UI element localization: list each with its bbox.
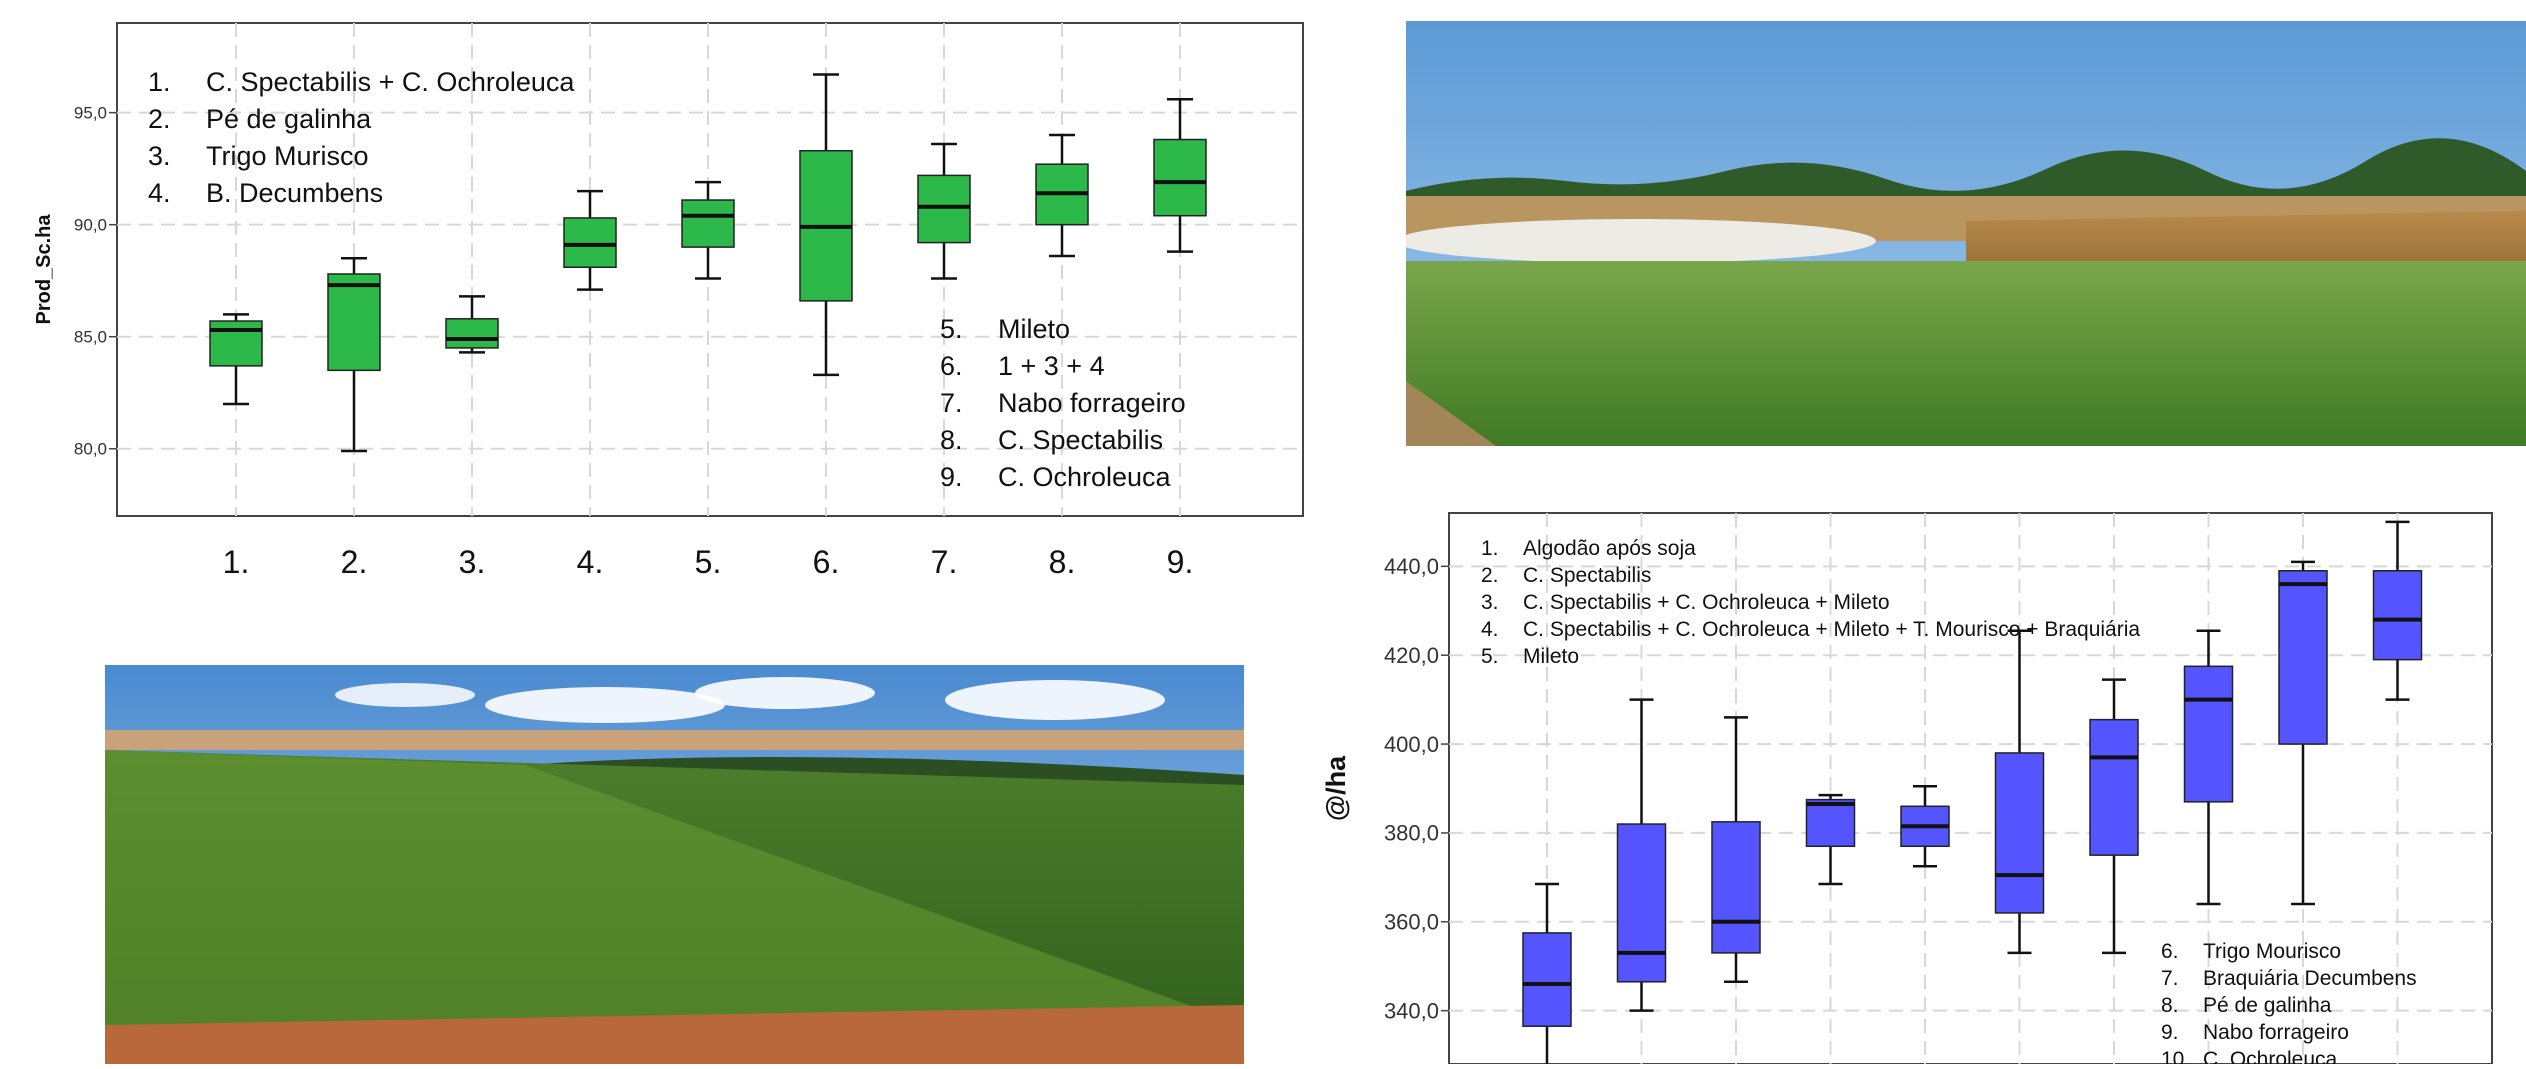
box: [2183, 665, 2234, 803]
x-category-label: 2.: [341, 544, 368, 580]
y-tick-label: 440,0: [1384, 554, 1439, 579]
y-tick-label: 380,0: [1384, 821, 1439, 846]
box: [445, 318, 499, 349]
legend-top-item-number: 3.: [148, 141, 171, 171]
chart-2-panel: 340,0 360,0 380,0 400,0 420,0 440,0 @/ha 1. Algo…: [1320, 500, 2526, 1069]
legend-top-item-label: C. Spectabilis + C. Ochroleuca + Mileto …: [1523, 618, 2140, 641]
legend-top-item-label: B. Decumbens: [206, 178, 383, 208]
legend-bottom-item-label: Nabo forrageiro: [2203, 1021, 2349, 1044]
y-tick-label: 360,0: [1384, 910, 1439, 935]
cotton-field-image: [1406, 21, 2526, 446]
legend-top-item-number: 2.: [1481, 564, 1499, 587]
legend-bottom-item-number: 7.: [940, 388, 963, 418]
legend-top-item-label: Algodão após soja: [1523, 537, 1696, 560]
box: [2278, 570, 2328, 745]
y-tick-label: 80,0: [74, 440, 107, 459]
box: [2089, 718, 2139, 856]
legend-top-item-label: C. Spectabilis + C. Ochroleuca: [206, 67, 575, 97]
legend-bottom-item-label: Braquiária Decumbens: [2203, 967, 2417, 990]
legend-top-item-label: Trigo Murisco: [206, 141, 369, 171]
legend-top-item-number: 3.: [1481, 591, 1499, 614]
x-category-label: 1.: [223, 544, 250, 580]
chart-1-svg: 80,0 85,0 90,0 95,0 Prod_Sc.ha 1. 2. 3. 4. 5. 6. 7.…: [33, 22, 1304, 580]
plot-frame: [116, 22, 1304, 517]
x-category-label: 3.: [459, 544, 486, 580]
legend-bottom-item-number: 10.: [2161, 1048, 2190, 1064]
chart-1-panel: 80,0 85,0 90,0 95,0 Prod_Sc.ha 1. 2. 3. 4. 5. 6. 7.…: [0, 0, 1320, 600]
box: [1805, 798, 1856, 848]
photo-soybean-field: [105, 665, 1244, 1064]
box: [1522, 932, 1572, 1027]
x-category-label: 7.: [931, 544, 958, 580]
box: [563, 217, 617, 269]
legend-bottom-item-number: 7.: [2161, 967, 2179, 990]
y-axis-label: @/ha: [1321, 755, 1351, 821]
box: [681, 199, 735, 248]
y-tick-label: 90,0: [74, 216, 107, 235]
legend-bottom-item-label: C. Ochroleuca: [2203, 1048, 2338, 1064]
legend-bottom-item-number: 5.: [940, 314, 963, 344]
legend-bottom-item-label: 1 + 3 + 4: [998, 351, 1105, 381]
legend-top-item-label: Pé de galinha: [206, 104, 372, 134]
y-tick-label: 85,0: [74, 328, 107, 347]
box: [1153, 138, 1207, 217]
legend-bottom-item-number: 9.: [940, 462, 963, 492]
legend-bottom-item-number: 8.: [940, 425, 963, 455]
box: [917, 174, 971, 244]
legend-bottom-item-label: C. Ochroleuca: [998, 462, 1172, 492]
chart-2-svg: 340,0 360,0 380,0 400,0 420,0 440,0 @/ha 1. Algo…: [1321, 512, 2493, 1069]
y-tick-label: 95,0: [74, 104, 107, 123]
legend-top-item-number: 1.: [1481, 537, 1499, 560]
legend-top-item-number: 1.: [148, 67, 171, 97]
legend-top-item-label: C. Spectabilis + C. Ochroleuca + Mileto: [1523, 591, 1890, 614]
x-category-label: 5.: [695, 544, 722, 580]
legend-bottom-item-label: Mileto: [998, 314, 1070, 344]
x-category-label: 8.: [1049, 544, 1076, 580]
x-category-label: 9.: [1167, 544, 1194, 580]
y-tick-label: 400,0: [1384, 732, 1439, 757]
legend-top-item-label: C. Spectabilis: [1523, 564, 1651, 587]
y-tick-label: 340,0: [1384, 998, 1439, 1023]
legend-bottom-item-number: 9.: [2161, 1021, 2179, 1044]
legend-top-item-label: Mileto: [1523, 645, 1579, 668]
box: [327, 273, 381, 372]
legend-top-item-number: 4.: [148, 178, 171, 208]
legend-bottom-item-label: Pé de galinha: [2203, 994, 2332, 1017]
photo-cotton-field: [1406, 21, 2526, 446]
box: [1711, 821, 1761, 954]
soybean-field-image: [105, 665, 1244, 1064]
legend-bottom-item-number: 6.: [940, 351, 963, 381]
legend-top-item-number: 5.: [1481, 645, 1499, 668]
box: [209, 320, 263, 367]
y-tick-label: 420,0: [1384, 643, 1439, 668]
legend-bottom-item-label: Trigo Mourisco: [2203, 940, 2341, 963]
x-category-label: 6.: [813, 544, 840, 580]
legend-top-item-number: 4.: [1481, 618, 1499, 641]
box: [1994, 752, 2045, 914]
box: [1616, 823, 1667, 983]
legend-top-item-number: 2.: [148, 104, 171, 134]
legend-bottom-item-number: 6.: [2161, 940, 2179, 963]
y-axis-label: Prod_Sc.ha: [33, 214, 55, 325]
box: [2372, 570, 2423, 661]
x-category-label: 4.: [577, 544, 604, 580]
legend-bottom-item-label: Nabo forrageiro: [998, 388, 1186, 418]
legend-bottom-item-label: C. Spectabilis: [998, 425, 1163, 455]
legend-bottom-item-number: 8.: [2161, 994, 2179, 1017]
